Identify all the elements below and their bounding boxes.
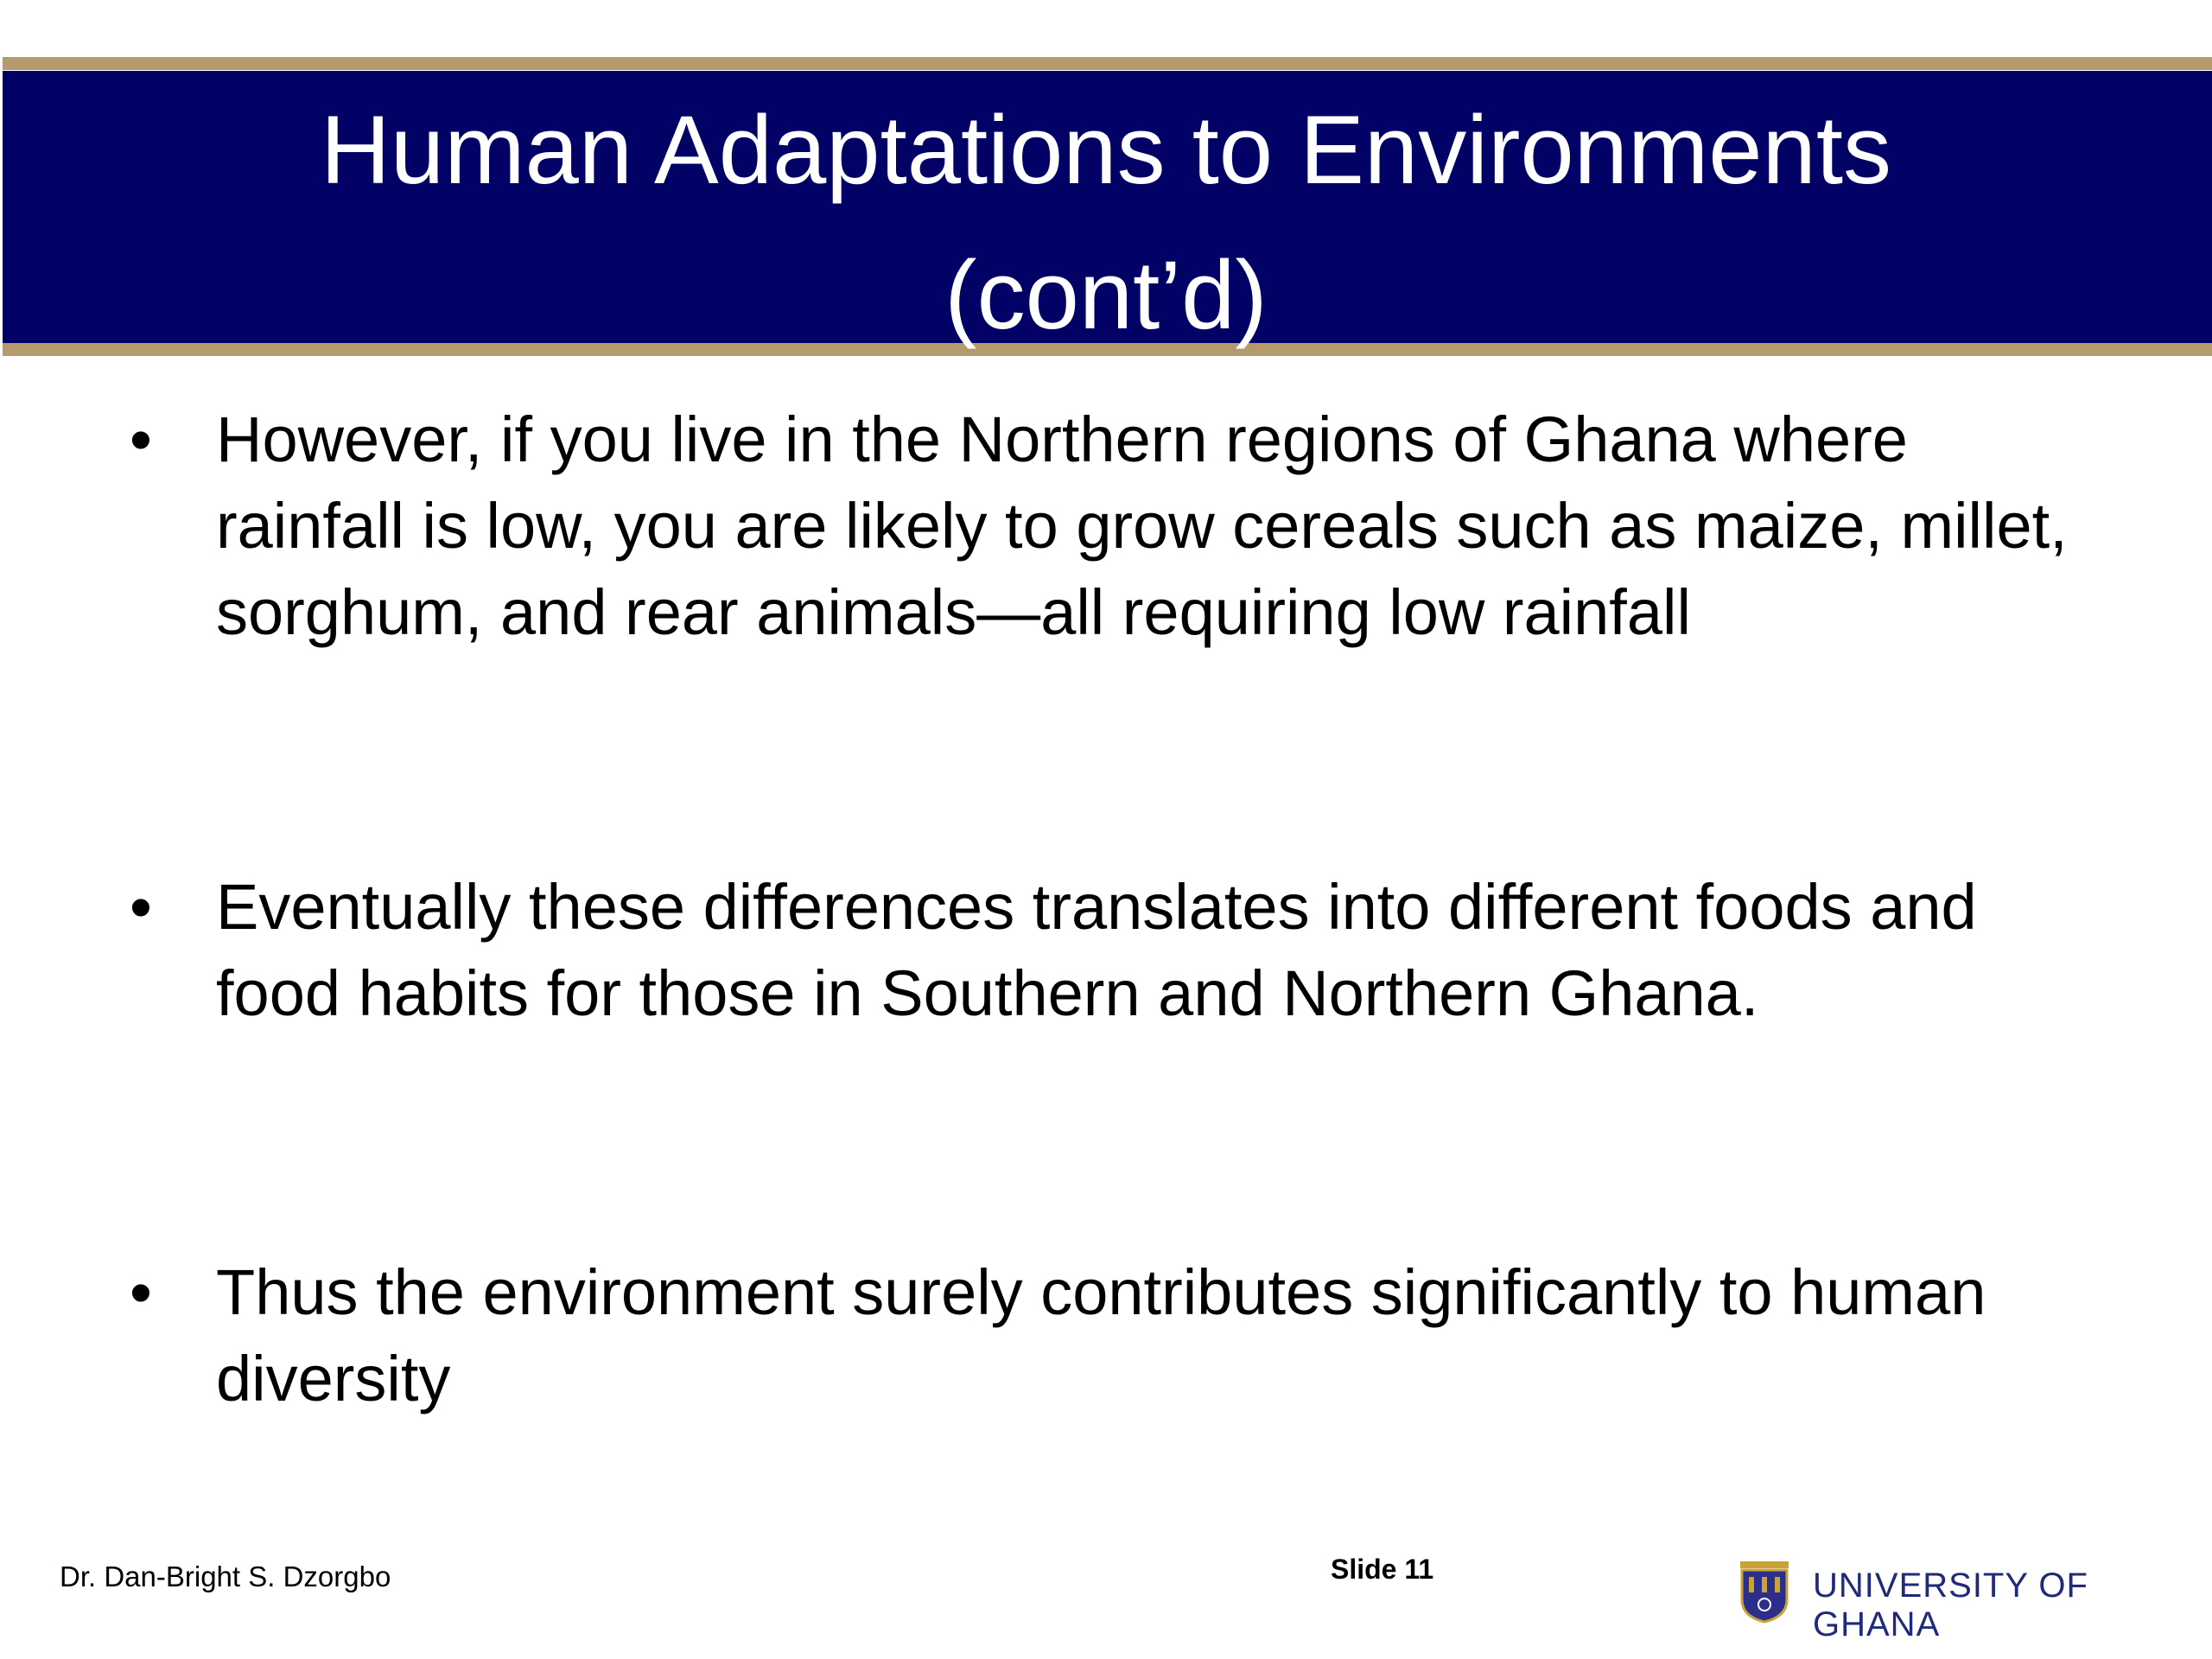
- author: Dr. Dan-Bright S. Dzorgbo: [60, 1560, 391, 1592]
- gold-rule: [3, 343, 2212, 356]
- slide-number: Slide 11: [1331, 1554, 1434, 1585]
- institution: UNIVERSITY OF GHANA: [1813, 1567, 2088, 1643]
- bullet-text: However, if you live in the Northern reg…: [216, 404, 2068, 648]
- bullet-text: Eventually these differences translates …: [216, 871, 1977, 1029]
- logo: [1740, 1561, 1789, 1624]
- slide-title: Human Adaptations to Environments (cont’…: [321, 96, 1891, 349]
- bullet-text: Thus the environment surely contributes …: [216, 1256, 1986, 1414]
- gold-rule: [3, 57, 2212, 70]
- title-band: [3, 71, 2212, 343]
- bullet-dot: •: [130, 404, 152, 475]
- bullet-dot: •: [130, 871, 152, 943]
- bullet-dot: •: [130, 1256, 152, 1328]
